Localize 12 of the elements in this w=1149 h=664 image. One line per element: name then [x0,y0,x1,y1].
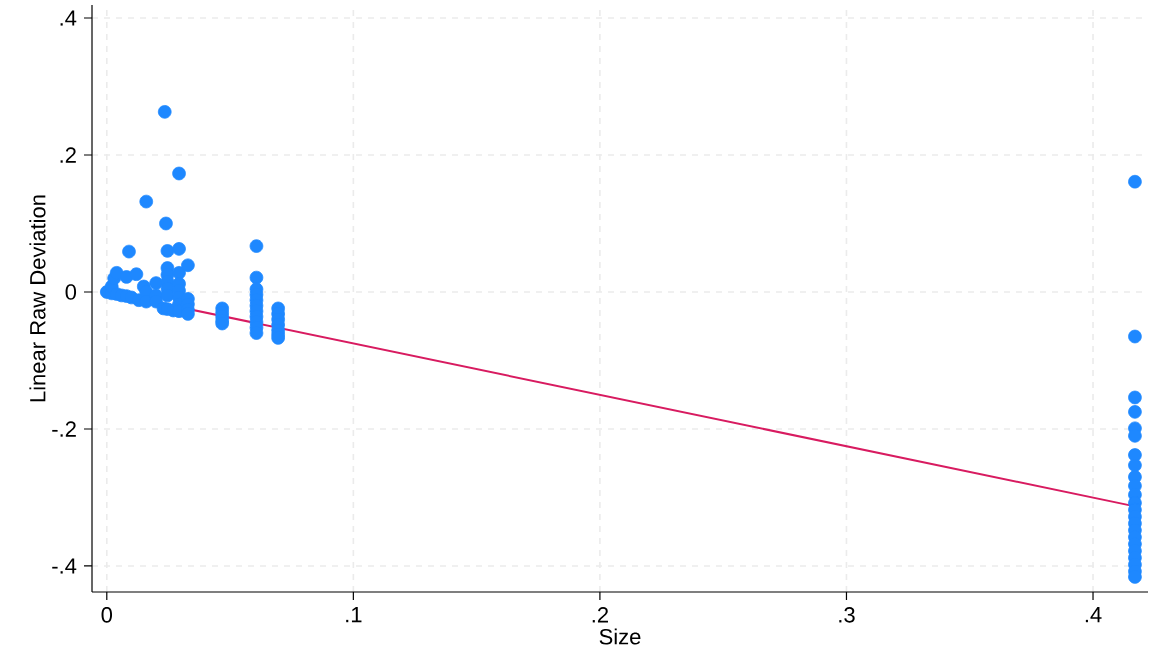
y-tick-label: -.4 [52,558,77,574]
x-tick-label: 0 [101,607,113,623]
y-tick-label: -.2 [52,421,76,437]
x-tick-label: .2 [592,607,608,623]
x-tick-label: .4 [1085,607,1102,623]
y-tick-label: .2 [60,147,76,163]
y-tick-label: .4 [60,10,77,26]
y-tick-label: 0 [65,284,77,300]
x-axis-title: Size [599,628,641,645]
y-axis-title: Linear Raw Deviation [29,195,46,402]
x-tick-label: .1 [346,607,362,623]
x-tick-label: .3 [839,607,855,623]
